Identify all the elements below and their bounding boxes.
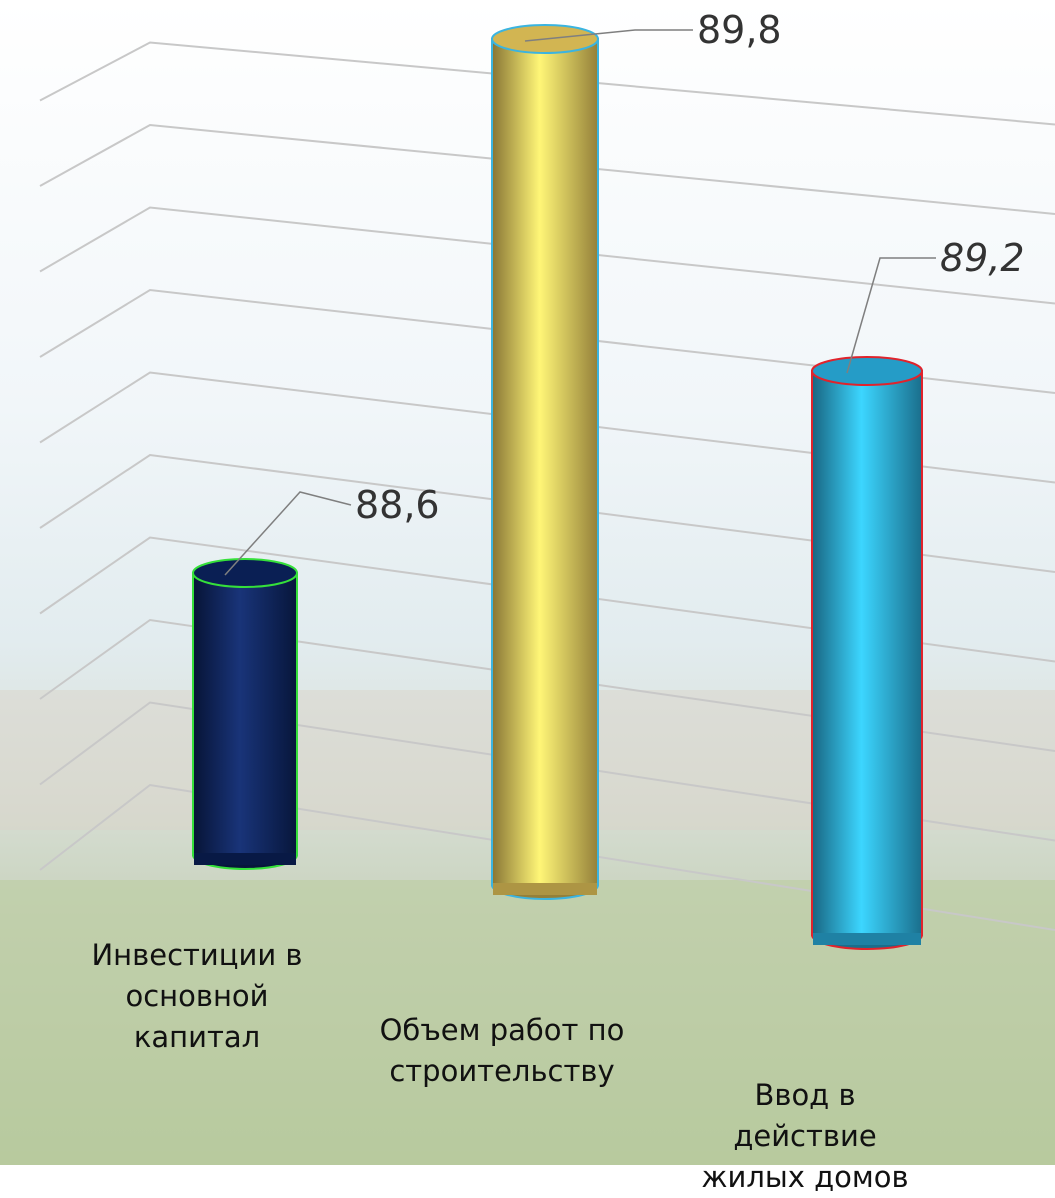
category-label: Ввод в действие жилых домов <box>701 1078 909 1194</box>
grid-line <box>39 288 1055 394</box>
value-label: 89,2 <box>940 236 1025 280</box>
leader-line <box>846 257 936 374</box>
bar <box>811 370 923 936</box>
bar-top <box>192 558 298 588</box>
leader-line <box>524 29 693 42</box>
value-label: 88,6 <box>355 483 440 527</box>
bar-cover <box>194 853 296 865</box>
category-label: Инвестиции в основной капитал <box>91 938 303 1054</box>
grid-line <box>39 123 1055 215</box>
grid-line <box>39 453 1055 573</box>
bar <box>192 572 298 856</box>
grid-line <box>39 206 1055 305</box>
grid-line <box>39 536 1055 663</box>
bar-top <box>811 356 923 386</box>
value-label: 89,8 <box>697 8 782 52</box>
bars: 88,6 89,8 89,2 <box>192 8 1025 950</box>
bar-cover <box>493 883 597 895</box>
bar <box>491 38 599 886</box>
category-label: Объем работ по строительству <box>379 1013 625 1088</box>
leader-line <box>224 491 352 576</box>
grid-line <box>39 701 1055 842</box>
grid-line <box>39 41 1055 126</box>
grid-line <box>39 371 1055 484</box>
grid <box>39 41 1055 931</box>
grid-line <box>39 618 1055 752</box>
bar-cover <box>813 933 921 945</box>
grid-line <box>39 783 1055 931</box>
chart: 88,6 89,8 89,2 <box>0 0 1055 1165</box>
